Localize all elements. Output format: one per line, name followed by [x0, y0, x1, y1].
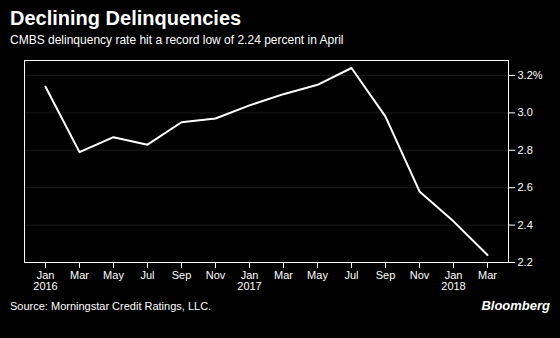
svg-text:Mar: Mar [274, 269, 293, 281]
svg-text:2.2: 2.2 [518, 256, 533, 268]
svg-text:Nov: Nov [206, 269, 226, 281]
svg-text:2.8: 2.8 [518, 144, 533, 156]
svg-text:3.2%: 3.2% [518, 69, 543, 81]
html-text:CMBS delinquency rate hit a re: CMBS delinquency rate hit a record low o… [10, 33, 344, 47]
svg-text:2.4: 2.4 [518, 219, 533, 231]
html-text:Bloomberg: Bloomberg [481, 298, 550, 313]
svg-text:3.0: 3.0 [518, 106, 533, 118]
svg-text:Mar: Mar [70, 269, 89, 281]
svg-text:Nov: Nov [410, 269, 430, 281]
svg-text:Sep: Sep [172, 269, 192, 281]
svg-text:May: May [103, 269, 124, 281]
svg-text:Sep: Sep [376, 269, 396, 281]
svg-text:Jan2017: Jan2017 [237, 269, 261, 292]
svg-text:Mar: Mar [478, 269, 497, 281]
svg-text:May: May [307, 269, 328, 281]
html-text:Source: Morningstar Credit Rat: Source: Morningstar Credit Ratings, LLC. [10, 300, 212, 312]
html-text:Declining Delinquencies: Declining Delinquencies [10, 7, 242, 29]
svg-text:Jul: Jul [140, 269, 154, 281]
svg-text:2.6: 2.6 [518, 181, 533, 193]
svg-text:Jan2018: Jan2018 [441, 269, 465, 292]
svg-text:Jul: Jul [344, 269, 358, 281]
svg-text:Jan2016: Jan2016 [33, 269, 57, 292]
